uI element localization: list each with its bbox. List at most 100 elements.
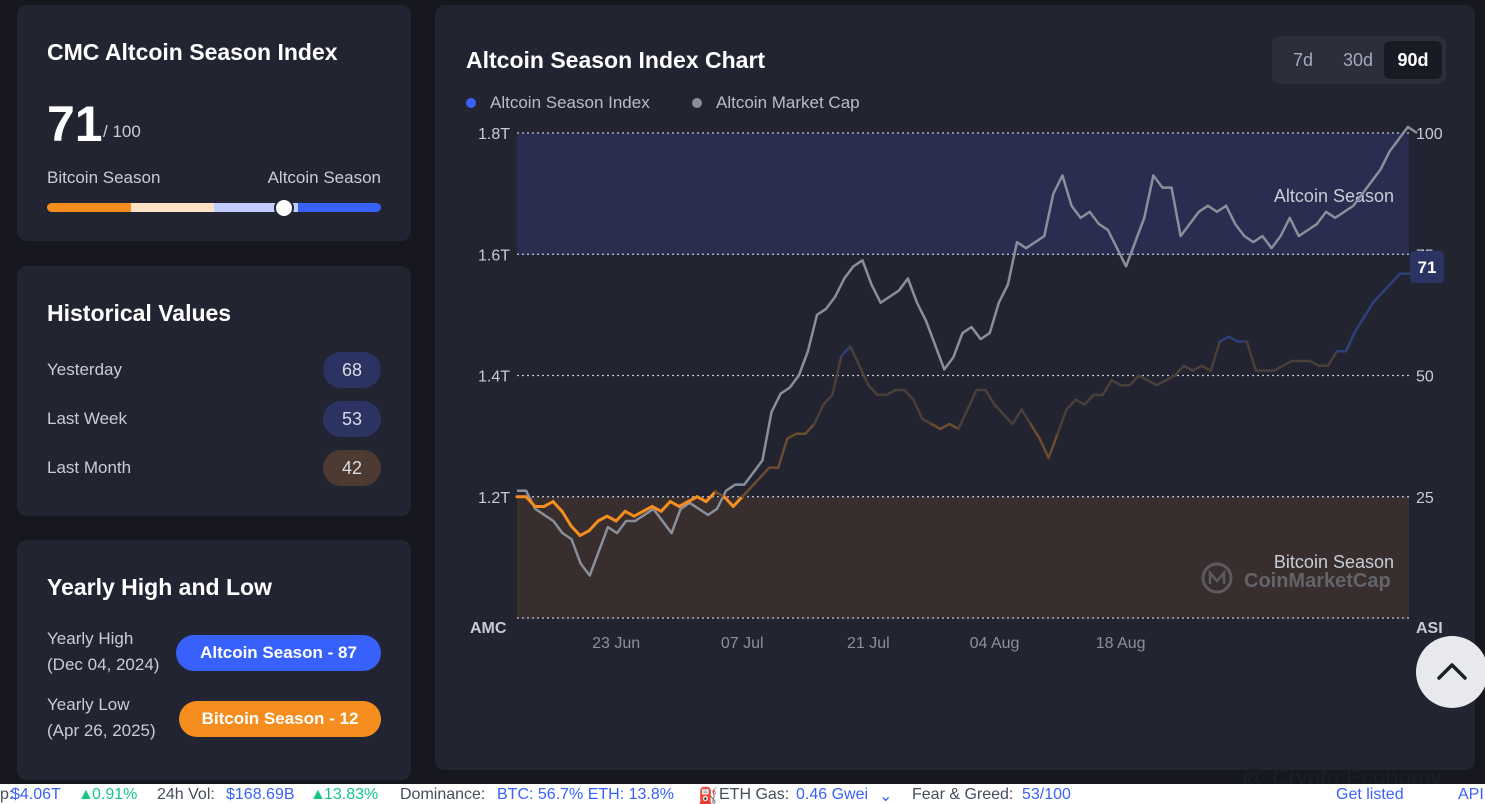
series-index-segment xyxy=(551,500,564,513)
chevron-down-icon[interactable]: ⌄ xyxy=(879,788,893,804)
altcoin-season-label: Altcoin Season xyxy=(267,168,381,187)
series-index-segment xyxy=(695,495,708,504)
series-index-segment xyxy=(984,388,996,406)
index-card: CMC Altcoin Season Index 71 / 100 Bitcoi… xyxy=(17,5,411,241)
x-axis-ticks: 23 Jun 07 Jul 21 Jul 04 Aug 18 Aug xyxy=(592,635,1146,652)
gauge-knob xyxy=(274,198,295,218)
range-30d-button[interactable]: 30d xyxy=(1342,50,1374,70)
series-index-segment xyxy=(849,345,861,368)
series-index-segment xyxy=(1209,340,1222,372)
chart-grid xyxy=(517,132,1409,619)
hist-badge: 68 xyxy=(323,352,381,388)
season-gauge xyxy=(47,203,381,212)
brand-watermark: CoinMarketCap xyxy=(1244,570,1391,592)
hist-row-last-month: Last Month 42 xyxy=(47,450,381,486)
series-index-segment xyxy=(542,500,555,508)
series-index-segment xyxy=(903,388,915,401)
series-index-segment xyxy=(731,495,744,508)
yearly-high-date: (Dec 04, 2024) xyxy=(47,655,160,674)
ticker-mcap-up-icon: ▲ xyxy=(78,786,94,803)
ticker-mcap-change: 0.91% xyxy=(92,786,138,803)
series-index-segment xyxy=(822,393,834,406)
series-index-segment xyxy=(1272,364,1285,372)
left-tick-label: 1.8T xyxy=(478,126,510,143)
series-index-segment xyxy=(1083,393,1095,406)
yearly-low-label: Yearly Low xyxy=(47,695,130,714)
series-index-segment xyxy=(966,388,978,411)
yearly-low-date: (Apr 26, 2025) xyxy=(47,721,156,740)
series-index-segment xyxy=(921,417,933,426)
series-index-segment xyxy=(1128,374,1140,387)
range-90d-button[interactable]: 90d xyxy=(1384,41,1442,79)
series-index-segment xyxy=(1002,413,1014,426)
legend-index[interactable]: Altcoin Season Index xyxy=(490,93,650,112)
series-index-segment xyxy=(1173,364,1185,377)
ticker-vol-up-icon: ▲ xyxy=(310,786,326,803)
series-index-segment xyxy=(614,509,627,523)
yearly-title: Yearly High and Low xyxy=(47,574,272,600)
bitcoin-season-zone xyxy=(517,497,1409,618)
ticker-vol-label: 24h Vol: xyxy=(157,786,215,803)
x-tick-label: 07 Jul xyxy=(721,635,764,652)
series-index-segment xyxy=(1182,364,1195,372)
series-index-segment xyxy=(1389,272,1402,285)
ticker-dominance[interactable]: BTC: 56.7% ETH: 13.8% xyxy=(497,786,674,803)
series-index-segment xyxy=(623,509,636,518)
gas-pump-icon: ⛽ xyxy=(698,788,718,804)
ticker-vol[interactable]: $168.69B xyxy=(226,786,295,803)
ticker-fg[interactable]: 53/100 xyxy=(1022,786,1071,803)
series-index-segment xyxy=(1146,379,1158,387)
series-index-segment xyxy=(885,388,897,397)
series-index-segment xyxy=(1371,291,1384,304)
bitcoin-season-label: Bitcoin Season xyxy=(47,168,161,187)
series-index-segment xyxy=(641,504,654,513)
range-selector: 7d 30d 90d xyxy=(1272,36,1446,84)
ticker-dominance-label: Dominance: xyxy=(400,786,486,803)
ticker-fg-label: Fear & Greed: xyxy=(912,786,1014,803)
series-index-segment xyxy=(1281,359,1294,368)
chart-card: Altcoin Season Index Chart 7d 30d 90d Al… xyxy=(435,5,1475,770)
x-tick-label: 18 Aug xyxy=(1096,635,1146,652)
scroll-top-button[interactable] xyxy=(1416,636,1485,708)
series-index-segment xyxy=(587,519,600,533)
series-index-segment xyxy=(560,509,573,528)
index-value: 71 xyxy=(47,96,103,152)
series-index-segment xyxy=(686,495,699,504)
series-index-segment xyxy=(722,495,735,508)
series-index-segment xyxy=(650,504,663,513)
hist-badge: 42 xyxy=(323,450,381,486)
x-tick-label: 23 Jun xyxy=(592,635,640,652)
series-index-segment xyxy=(993,403,1005,416)
series-index-segment xyxy=(831,354,843,397)
left-axis-title: AMC xyxy=(470,620,507,637)
ticker-gas[interactable]: 0.46 Gwei xyxy=(796,786,869,803)
range-7d-button[interactable]: 7d xyxy=(1292,50,1314,70)
series-index-segment xyxy=(578,529,591,538)
ticker-mcap[interactable]: $4.06T xyxy=(11,786,61,803)
current-value-badge: 71 xyxy=(1410,251,1444,283)
series-index-segment xyxy=(1245,340,1258,372)
series-index-segment xyxy=(930,422,942,431)
get-listed-link[interactable]: Get listed xyxy=(1336,786,1404,803)
series-index-segment xyxy=(1191,364,1204,372)
series-index-segment xyxy=(704,490,717,504)
chart-title: Altcoin Season Index Chart xyxy=(466,47,766,73)
hist-label: Last Month xyxy=(47,458,132,477)
series-index-segment xyxy=(1218,335,1231,343)
series-index-segment xyxy=(1155,379,1167,387)
ticker-mcap-label: p: xyxy=(0,786,14,803)
series-index-segment xyxy=(1164,374,1176,382)
series-index-segment xyxy=(1074,398,1086,406)
series-layer xyxy=(515,125,1418,577)
series-index-segment xyxy=(840,345,852,358)
api-link[interactable]: API xyxy=(1458,786,1484,803)
legend-marketcap[interactable]: Altcoin Market Cap xyxy=(716,93,860,112)
ticker-vol-change: 13.83% xyxy=(324,786,379,803)
index-max: / 100 xyxy=(103,122,141,141)
chevron-up-icon xyxy=(1437,663,1467,680)
series-index-segment xyxy=(777,437,789,469)
bitcoin-zone-label: Bitcoin Season xyxy=(1274,552,1394,572)
yearly-high-pill: Altcoin Season - 87 xyxy=(176,635,381,671)
series-index-segment xyxy=(1137,374,1149,382)
yearly-high-low-card: Yearly High and Low Yearly High (Dec 04,… xyxy=(17,540,411,780)
